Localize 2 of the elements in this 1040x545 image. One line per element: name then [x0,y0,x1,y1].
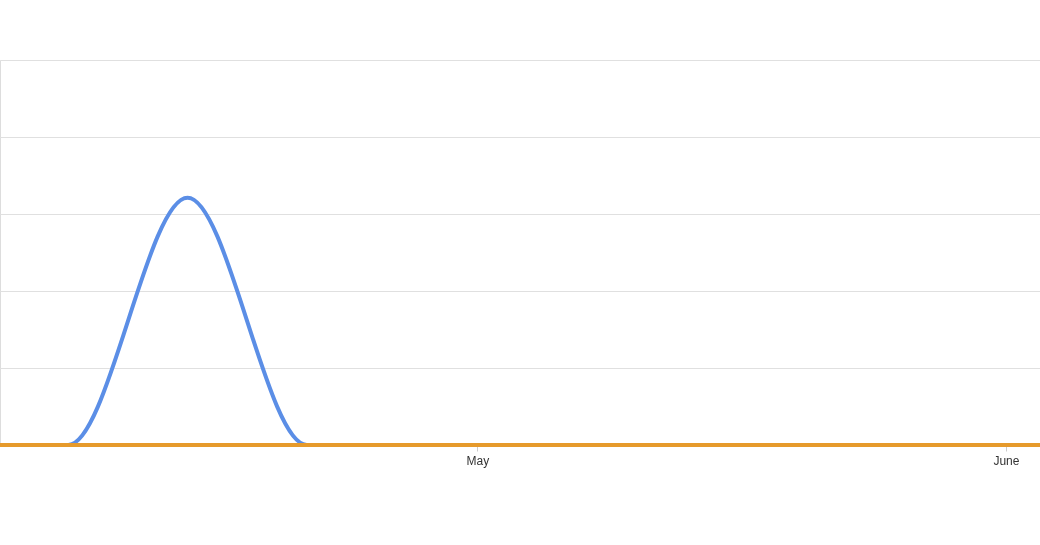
x-tick-label: June [993,453,1020,468]
x-tick-label: May [466,453,490,468]
